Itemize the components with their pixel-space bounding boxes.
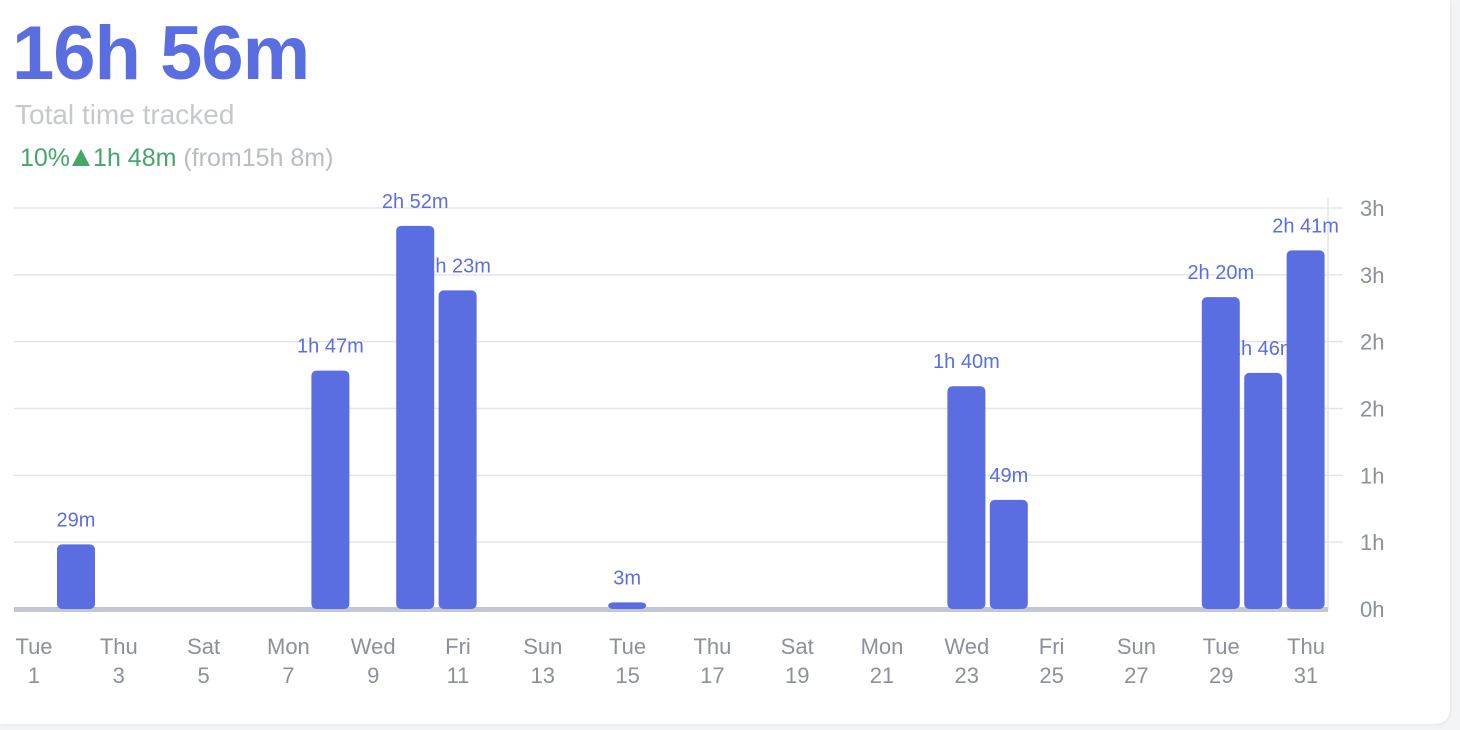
x-tick-day: 29 [1209, 663, 1233, 688]
bar-day-28 [1201, 297, 1240, 609]
x-tick-weekday: Fri [445, 634, 471, 659]
change-percent: 10% [20, 144, 71, 172]
x-tick-day: 7 [282, 663, 294, 688]
x-tick-weekday: Tue [1203, 634, 1240, 659]
x-tick-weekday: Sun [523, 634, 562, 659]
triangle-up-icon [72, 149, 91, 167]
x-tick-day: 15 [615, 663, 639, 688]
x-axis-baseline [14, 607, 1328, 612]
bar-day-29 [1244, 372, 1283, 609]
bar-value-label: 29m [57, 509, 96, 531]
y-tick-label: 3h [1360, 263, 1384, 288]
x-tick-weekday: Tue [609, 634, 646, 659]
y-tick-label: 2h [1360, 397, 1384, 422]
bar-day-1 [57, 544, 95, 609]
x-tick-day: 25 [1039, 663, 1063, 688]
x-tick-weekday: Mon [267, 634, 310, 659]
bar-day-7 [311, 370, 350, 609]
x-tick-weekday: Thu [1287, 634, 1325, 659]
total-time-label: Total time tracked [15, 99, 235, 130]
x-tick-weekday: Wed [944, 634, 989, 659]
bar-day-23 [989, 499, 1028, 609]
x-tick-day: 21 [870, 663, 894, 688]
x-tick-day: 11 [447, 663, 470, 688]
x-tick-weekday: Sat [187, 634, 220, 659]
x-tick-day: 5 [197, 663, 209, 688]
bar-value-label: 2h 20m [1187, 262, 1254, 284]
total-time-value: 16h 56m [12, 11, 310, 96]
x-tick-day: 19 [785, 663, 809, 688]
bar-day-30 [1286, 250, 1325, 610]
bar-value-label: 49m [989, 465, 1028, 487]
bar-value-label: 2h 41m [1272, 215, 1339, 237]
x-tick-day: 9 [367, 663, 379, 688]
change-summary: 10% 1h 48m (from15h 8m) [20, 142, 333, 174]
y-tick-label: 2h [1360, 330, 1384, 355]
y-tick-label: 1h [1360, 463, 1384, 488]
x-tick-day: 31 [1294, 663, 1318, 688]
x-tick-weekday: Wed [351, 634, 396, 659]
x-tick-day: 27 [1124, 663, 1148, 688]
bar-day-14 [608, 602, 647, 609]
bar-day-10 [438, 290, 477, 609]
change-delta: 1h 48m [93, 144, 177, 172]
bar-value-label: 3m [613, 567, 641, 589]
daily-time-bar-chart: 0h 1h 1h 2h 2h 3h 3h 29m 1h 47m 2h 52m 2h 23m 3m 1h … [14, 191, 1384, 688]
bar-value-label: 2h 52m [382, 191, 449, 213]
y-tick-label: 0h [1360, 597, 1384, 622]
x-tick-weekday: Fri [1039, 634, 1065, 659]
y-tick-label: 1h [1360, 530, 1384, 555]
bar-day-22 [947, 386, 986, 609]
bar-value-label: 1h 40m [933, 351, 1000, 373]
bar-day-9 [396, 225, 435, 610]
x-tick-weekday: Thu [100, 634, 138, 659]
x-tick-weekday: Mon [861, 634, 904, 659]
x-tick-weekday: Sat [781, 634, 814, 659]
bar-value-label: 1h 47m [297, 336, 364, 358]
x-tick-weekday: Tue [15, 634, 52, 659]
x-tick-weekday: Thu [693, 634, 731, 659]
x-tick-day: 23 [955, 663, 979, 688]
x-tick-day: 13 [531, 663, 555, 688]
x-tick-day: 3 [113, 663, 125, 688]
change-from: (from15h 8m) [183, 144, 334, 172]
x-tick-day: 1 [28, 663, 40, 688]
y-tick-label: 3h [1360, 196, 1384, 221]
bar-value-label: 2h 23m [424, 255, 491, 277]
x-tick-day: 17 [700, 663, 724, 688]
bar-value-label: 1h 46m [1230, 338, 1297, 360]
x-tick-weekday: Sun [1117, 634, 1156, 659]
